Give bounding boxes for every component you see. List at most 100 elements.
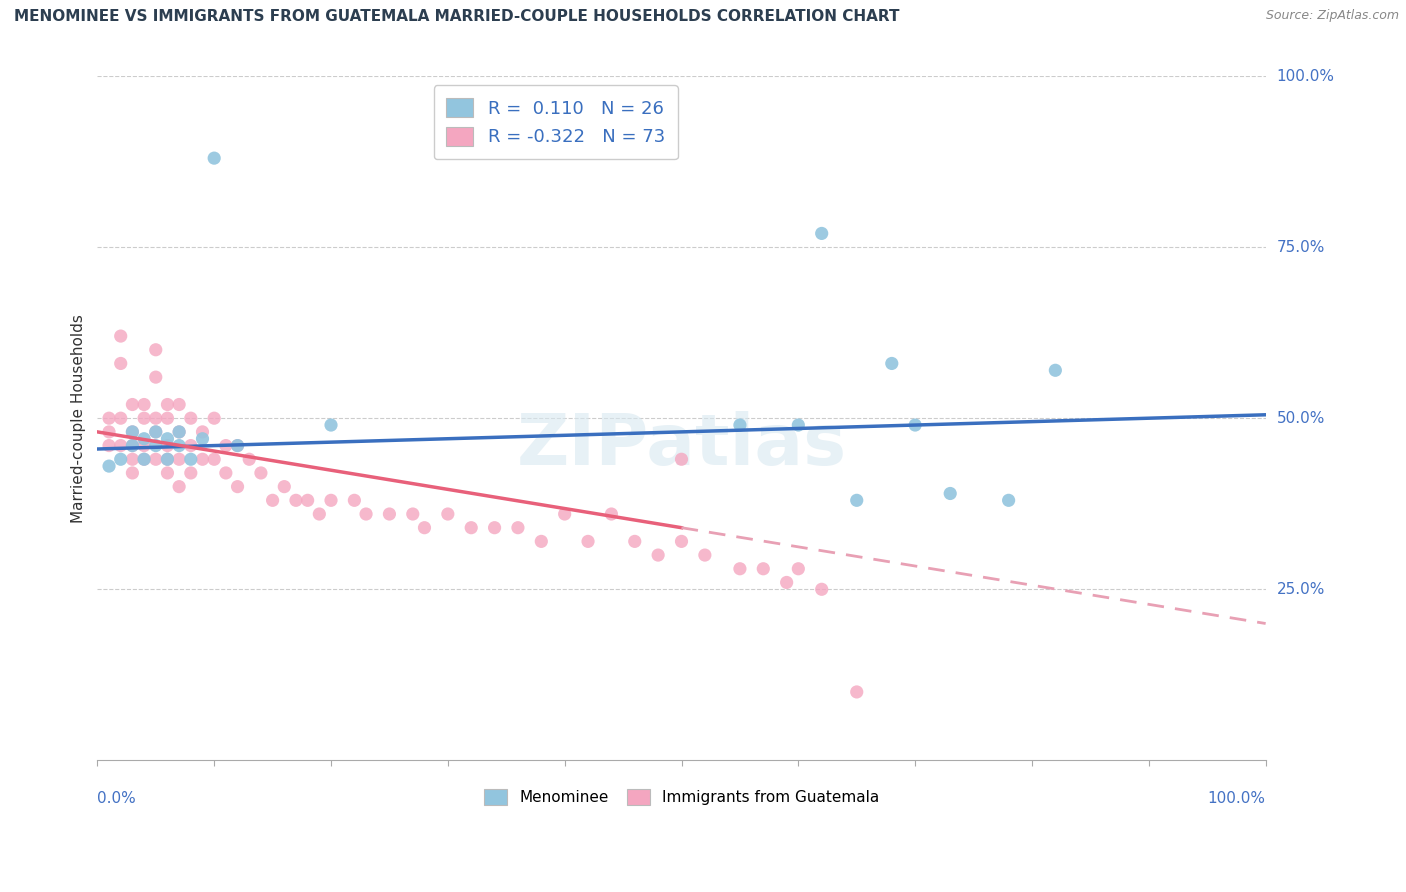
Point bbox=[413, 521, 436, 535]
Point bbox=[191, 452, 214, 467]
Point bbox=[167, 425, 190, 439]
Point bbox=[810, 227, 832, 241]
Point bbox=[110, 439, 132, 453]
Point bbox=[319, 418, 342, 433]
Text: 0.0%: 0.0% bbox=[97, 791, 136, 806]
Text: 75.0%: 75.0% bbox=[1277, 240, 1324, 254]
Legend: Menominee, Immigrants from Guatemala: Menominee, Immigrants from Guatemala bbox=[475, 780, 889, 814]
Point bbox=[145, 425, 167, 439]
Point bbox=[121, 425, 143, 439]
Point bbox=[215, 439, 238, 453]
Point bbox=[167, 397, 190, 411]
Point bbox=[145, 411, 167, 425]
Point bbox=[98, 459, 121, 474]
Point bbox=[297, 493, 319, 508]
Point bbox=[121, 439, 143, 453]
Point bbox=[167, 439, 190, 453]
Point bbox=[262, 493, 284, 508]
Point bbox=[202, 151, 225, 165]
Point bbox=[284, 493, 307, 508]
Point bbox=[308, 507, 330, 521]
Point bbox=[132, 452, 155, 467]
Text: 100.0%: 100.0% bbox=[1277, 69, 1334, 84]
Point bbox=[904, 418, 927, 433]
Point bbox=[156, 411, 179, 425]
Point bbox=[319, 493, 342, 508]
Point bbox=[460, 521, 482, 535]
Point bbox=[121, 439, 143, 453]
Point bbox=[156, 452, 179, 467]
Point bbox=[202, 452, 225, 467]
Point bbox=[132, 397, 155, 411]
Point bbox=[378, 507, 401, 521]
Text: MENOMINEE VS IMMIGRANTS FROM GUATEMALA MARRIED-COUPLE HOUSEHOLDS CORRELATION CHA: MENOMINEE VS IMMIGRANTS FROM GUATEMALA M… bbox=[14, 9, 900, 24]
Point bbox=[156, 452, 179, 467]
Point bbox=[576, 534, 599, 549]
Point bbox=[939, 486, 962, 500]
Y-axis label: Married-couple Households: Married-couple Households bbox=[72, 314, 86, 523]
Point bbox=[845, 493, 868, 508]
Point bbox=[215, 466, 238, 480]
Point bbox=[530, 534, 553, 549]
Point bbox=[98, 411, 121, 425]
Text: Source: ZipAtlas.com: Source: ZipAtlas.com bbox=[1265, 9, 1399, 22]
Point bbox=[132, 432, 155, 446]
Text: 100.0%: 100.0% bbox=[1208, 791, 1265, 806]
Point bbox=[202, 411, 225, 425]
Point bbox=[145, 343, 167, 357]
Point bbox=[156, 466, 179, 480]
Point bbox=[775, 575, 797, 590]
Point bbox=[145, 425, 167, 439]
Point bbox=[145, 439, 167, 453]
Point bbox=[110, 329, 132, 343]
Point bbox=[647, 548, 669, 562]
Point bbox=[191, 432, 214, 446]
Point bbox=[752, 562, 775, 576]
Point bbox=[110, 411, 132, 425]
Point bbox=[437, 507, 460, 521]
Point bbox=[845, 685, 868, 699]
Point bbox=[180, 439, 202, 453]
Point bbox=[180, 466, 202, 480]
Point bbox=[354, 507, 377, 521]
Point bbox=[226, 480, 249, 494]
Point bbox=[506, 521, 529, 535]
Point bbox=[600, 507, 623, 521]
Point bbox=[226, 439, 249, 453]
Point bbox=[110, 356, 132, 370]
Point bbox=[121, 397, 143, 411]
Point bbox=[167, 425, 190, 439]
Point bbox=[121, 452, 143, 467]
Point bbox=[132, 452, 155, 467]
Point bbox=[167, 452, 190, 467]
Point bbox=[810, 582, 832, 597]
Point bbox=[156, 432, 179, 446]
Text: ZIPatlas: ZIPatlas bbox=[516, 411, 846, 480]
Point bbox=[402, 507, 425, 521]
Point bbox=[180, 411, 202, 425]
Point bbox=[156, 439, 179, 453]
Point bbox=[110, 452, 132, 467]
Point bbox=[997, 493, 1019, 508]
Point bbox=[787, 418, 810, 433]
Point bbox=[167, 480, 190, 494]
Point bbox=[132, 411, 155, 425]
Point bbox=[191, 425, 214, 439]
Point bbox=[180, 452, 202, 467]
Point bbox=[728, 418, 751, 433]
Point bbox=[98, 425, 121, 439]
Point bbox=[880, 356, 903, 370]
Point bbox=[623, 534, 645, 549]
Point bbox=[484, 521, 506, 535]
Point bbox=[145, 370, 167, 384]
Point bbox=[226, 439, 249, 453]
Point bbox=[787, 562, 810, 576]
Point bbox=[343, 493, 366, 508]
Point bbox=[728, 562, 751, 576]
Point bbox=[156, 397, 179, 411]
Point bbox=[250, 466, 273, 480]
Point bbox=[273, 480, 295, 494]
Point bbox=[554, 507, 576, 521]
Point bbox=[121, 466, 143, 480]
Point bbox=[98, 439, 121, 453]
